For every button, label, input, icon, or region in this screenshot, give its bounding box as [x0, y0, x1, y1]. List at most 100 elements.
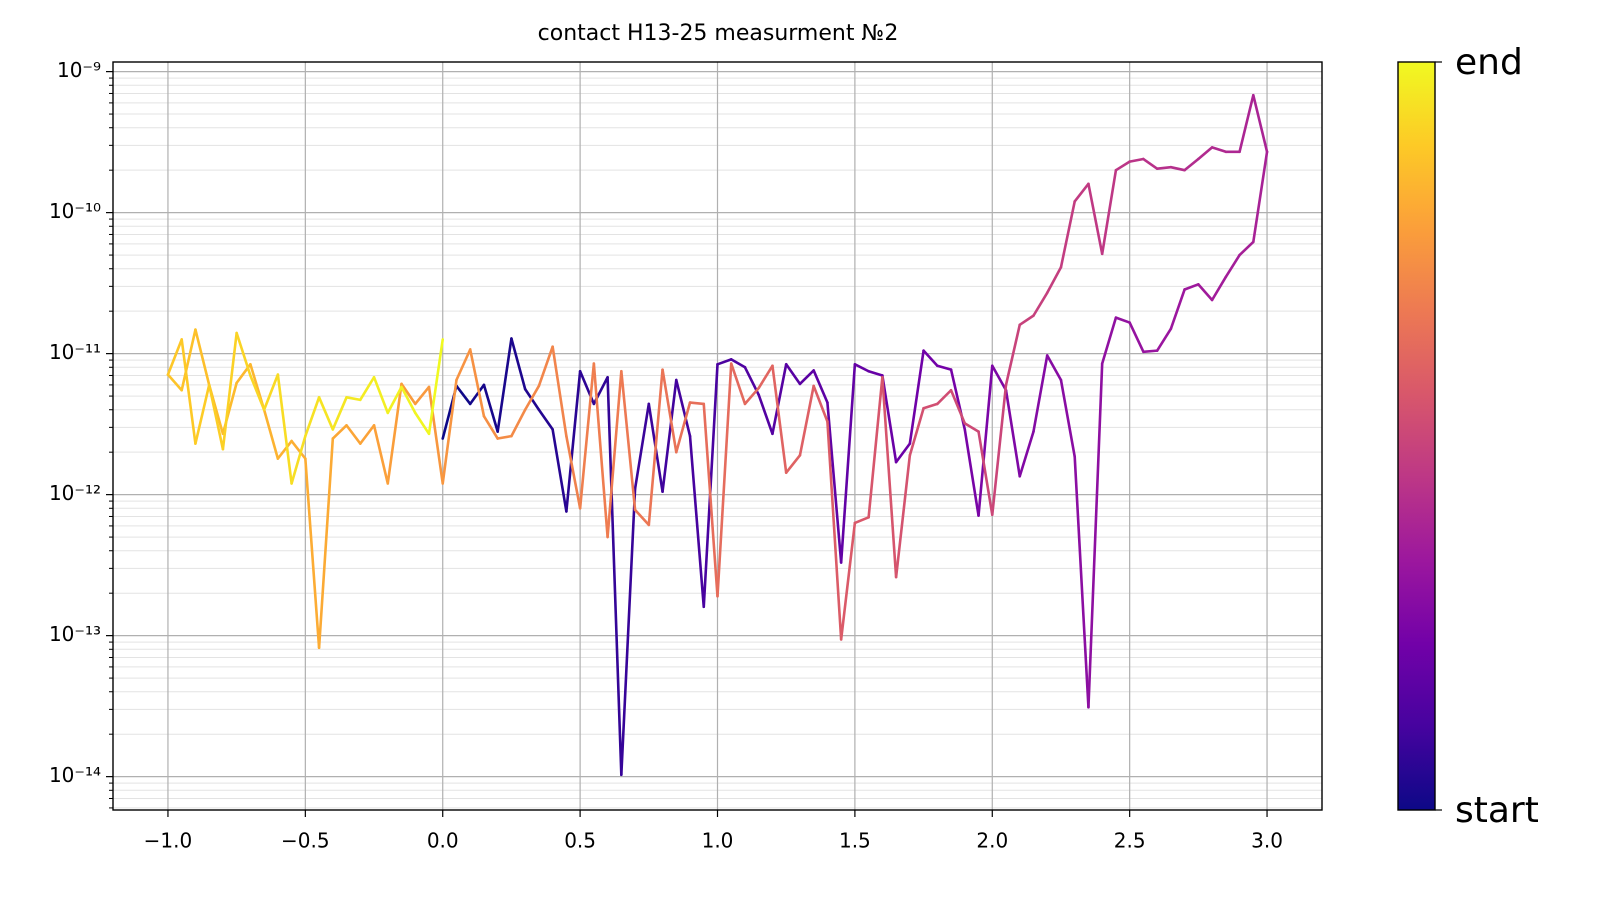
line-segment — [290, 439, 307, 460]
line-segment — [620, 369, 637, 512]
line-segment — [510, 337, 527, 391]
line-segment — [249, 374, 266, 412]
line-segment — [427, 385, 445, 485]
line-segment — [496, 434, 513, 440]
line-segment — [468, 383, 486, 406]
line-segment — [400, 382, 417, 406]
line-segment — [949, 388, 967, 425]
line-segment — [633, 508, 651, 527]
line-segment — [853, 516, 870, 525]
line-segment — [757, 364, 774, 390]
line-segment — [496, 337, 513, 433]
line-segment — [1128, 321, 1145, 354]
line-segment — [1087, 182, 1104, 256]
line-segment — [592, 362, 609, 539]
plot-frame — [112, 61, 1323, 811]
x-tick-label: 2.0 — [976, 829, 1008, 853]
line-segment — [867, 369, 884, 377]
line-segment — [317, 437, 335, 650]
line-segment — [1169, 288, 1186, 331]
line-segment — [276, 373, 293, 485]
line-segment — [551, 428, 568, 513]
line-segment — [386, 385, 403, 415]
line-segment — [853, 363, 870, 373]
line-segment — [881, 375, 898, 579]
line-segment — [688, 401, 706, 406]
line-segment — [812, 369, 829, 404]
line-segment — [1210, 146, 1228, 154]
line-segment — [798, 369, 815, 386]
line-segment — [1114, 160, 1131, 172]
line-segment — [771, 364, 788, 475]
line-segment — [1073, 182, 1090, 203]
line-segment — [936, 364, 953, 371]
line-segment — [977, 364, 994, 517]
line-segment — [262, 373, 280, 412]
line-segment — [990, 364, 1008, 392]
colorbar-label: end — [1455, 42, 1523, 83]
line-segment — [304, 396, 321, 438]
line-segment — [1059, 200, 1077, 269]
line-segment — [304, 457, 321, 650]
line-segment — [661, 368, 678, 454]
line-segment — [565, 369, 582, 513]
line-segment — [1087, 362, 1104, 709]
y-tick-label: 10⁻¹⁴ — [49, 763, 101, 787]
line-segment — [1045, 265, 1063, 295]
line-segment — [688, 434, 706, 609]
line-segment — [812, 384, 829, 423]
line-segment — [1073, 455, 1090, 709]
x-tick-label: 1.5 — [839, 829, 871, 853]
line-segment — [1032, 354, 1049, 433]
line-segment — [1197, 283, 1214, 302]
line-segment — [1252, 93, 1269, 154]
line-segment — [290, 434, 307, 485]
line-segment — [922, 402, 939, 410]
x-tick-label: 1.0 — [702, 829, 734, 853]
line-segment — [372, 375, 390, 415]
y-tick-label: 10⁻¹² — [49, 481, 101, 505]
line-segment — [798, 384, 815, 457]
line-segment — [551, 345, 568, 438]
line-segment — [647, 368, 664, 527]
line-segment — [729, 362, 747, 406]
line-segment — [565, 434, 582, 510]
line-segment — [276, 439, 293, 460]
line-segment — [1114, 316, 1131, 324]
line-segment — [345, 396, 362, 402]
line-segment — [839, 521, 857, 641]
y-tick-label: 10⁻¹³ — [49, 622, 101, 646]
line-segment — [1210, 275, 1228, 302]
line-segment — [606, 375, 623, 777]
x-tick-label: 3.0 — [1251, 829, 1283, 853]
line-segment — [331, 396, 348, 431]
line-segment — [784, 454, 802, 475]
line-segment — [729, 358, 747, 369]
line-segment — [633, 402, 651, 491]
line-segment — [1059, 378, 1077, 458]
line-segment — [716, 362, 733, 598]
line-segment — [1018, 314, 1035, 327]
line-segment — [867, 375, 884, 519]
line-segment — [757, 393, 774, 436]
line-segment — [372, 424, 390, 485]
line-segment — [207, 383, 225, 451]
x-tick-label: −1.0 — [144, 829, 193, 853]
line-segment — [358, 375, 376, 402]
line-segment — [1142, 157, 1159, 170]
line-segment — [400, 385, 417, 415]
line-segment — [1155, 165, 1173, 170]
line-segment — [784, 363, 802, 386]
y-tick-label: 10⁻⁹ — [57, 58, 101, 82]
line-segment — [441, 378, 458, 485]
line-segment — [922, 349, 939, 368]
line-segment — [936, 388, 953, 406]
line-segment — [468, 348, 486, 418]
line-segment — [908, 349, 925, 445]
line-segment — [1197, 146, 1214, 161]
line-segment — [1045, 354, 1063, 382]
line-segment — [482, 414, 499, 440]
line-segment — [1238, 240, 1255, 257]
